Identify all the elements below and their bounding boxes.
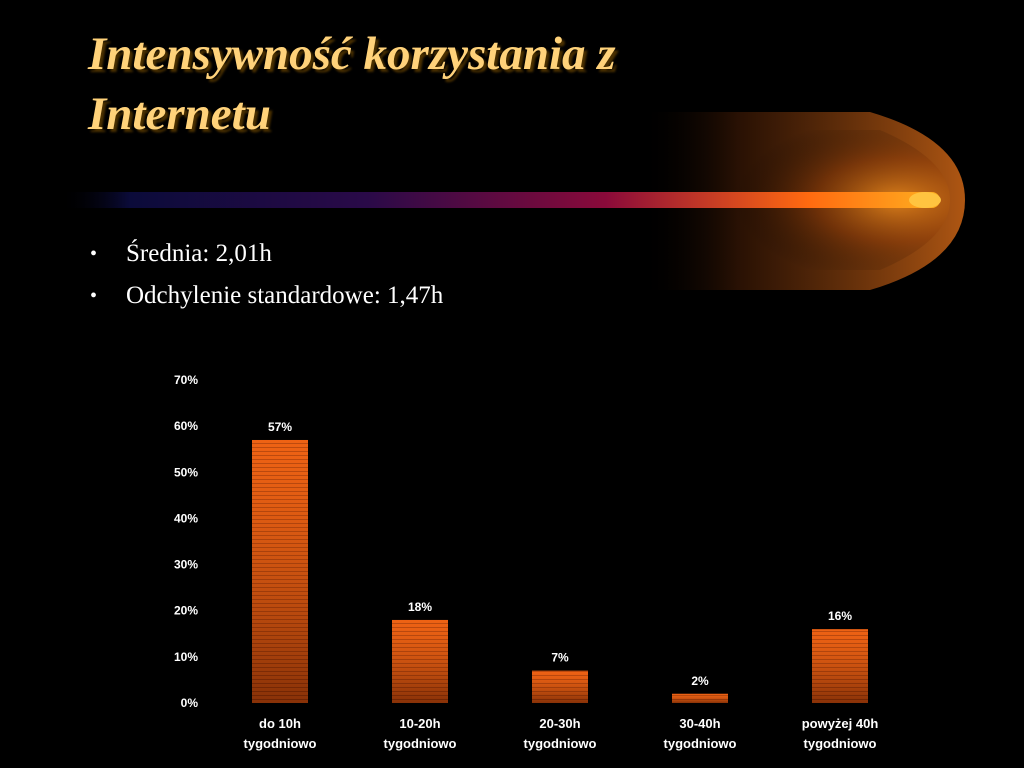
y-tick-label: 60%: [174, 419, 198, 433]
y-tick-label: 70%: [174, 373, 198, 387]
bar-value-label: 7%: [551, 651, 569, 665]
y-axis: 0% 10% 20% 30% 40% 50% 60% 70%: [174, 373, 198, 710]
bullet-std-dev-text: Odchylenie standardowe: 1,47h: [126, 282, 444, 309]
y-tick-label: 50%: [174, 465, 198, 479]
slide-title: Intensywność korzystania z Internetu: [88, 24, 848, 144]
bar-series: 57% 18% 7% 2% 16%: [252, 420, 868, 703]
x-tick-label: 20-30h: [539, 716, 580, 731]
bar-value-label: 18%: [408, 600, 432, 614]
bar-value-label: 2%: [691, 674, 709, 688]
x-tick-label: tygodniowo: [244, 736, 317, 751]
bar-value-label: 16%: [828, 609, 852, 623]
stats-bullet-list: • Średnia: 2,01h • Odchylenie standardow…: [90, 236, 443, 320]
x-tick-label: tygodniowo: [384, 736, 457, 751]
y-tick-label: 0%: [181, 696, 199, 710]
x-axis: do 10h tygodniowo 10-20h tygodniowo 20-30h ty…: [244, 716, 879, 751]
x-tick-label: do 10h: [259, 716, 301, 731]
bar-shade: [392, 619, 448, 703]
bar-shade: [532, 670, 588, 703]
slide-title-line-2: Internetu: [88, 88, 271, 140]
bar-shade: [812, 629, 868, 703]
bullet-std-dev: • Odchylenie standardowe: 1,47h: [90, 278, 443, 320]
bar-shade: [672, 693, 728, 703]
y-tick-label: 20%: [174, 604, 198, 618]
x-tick-label: powyżej 40h: [802, 716, 879, 731]
x-tick-label: 30-40h: [679, 716, 720, 731]
y-tick-label: 40%: [174, 511, 198, 525]
bullet-dot-icon: •: [90, 285, 98, 307]
bar-shade: [252, 439, 308, 703]
slide-title-line-1: Intensywność korzystania z: [88, 28, 616, 80]
y-tick-label: 30%: [174, 558, 198, 572]
x-tick-label: tygodniowo: [524, 736, 597, 751]
x-tick-label: 10-20h: [399, 716, 440, 731]
x-tick-label: tygodniowo: [664, 736, 737, 751]
bullet-mean: • Średnia: 2,01h: [90, 236, 443, 278]
bar-value-label: 57%: [268, 420, 292, 434]
x-tick-label: tygodniowo: [804, 736, 877, 751]
bullet-mean-text: Średnia: 2,01h: [126, 240, 272, 267]
bullet-dot-icon: •: [90, 243, 98, 265]
y-tick-label: 10%: [174, 650, 198, 664]
